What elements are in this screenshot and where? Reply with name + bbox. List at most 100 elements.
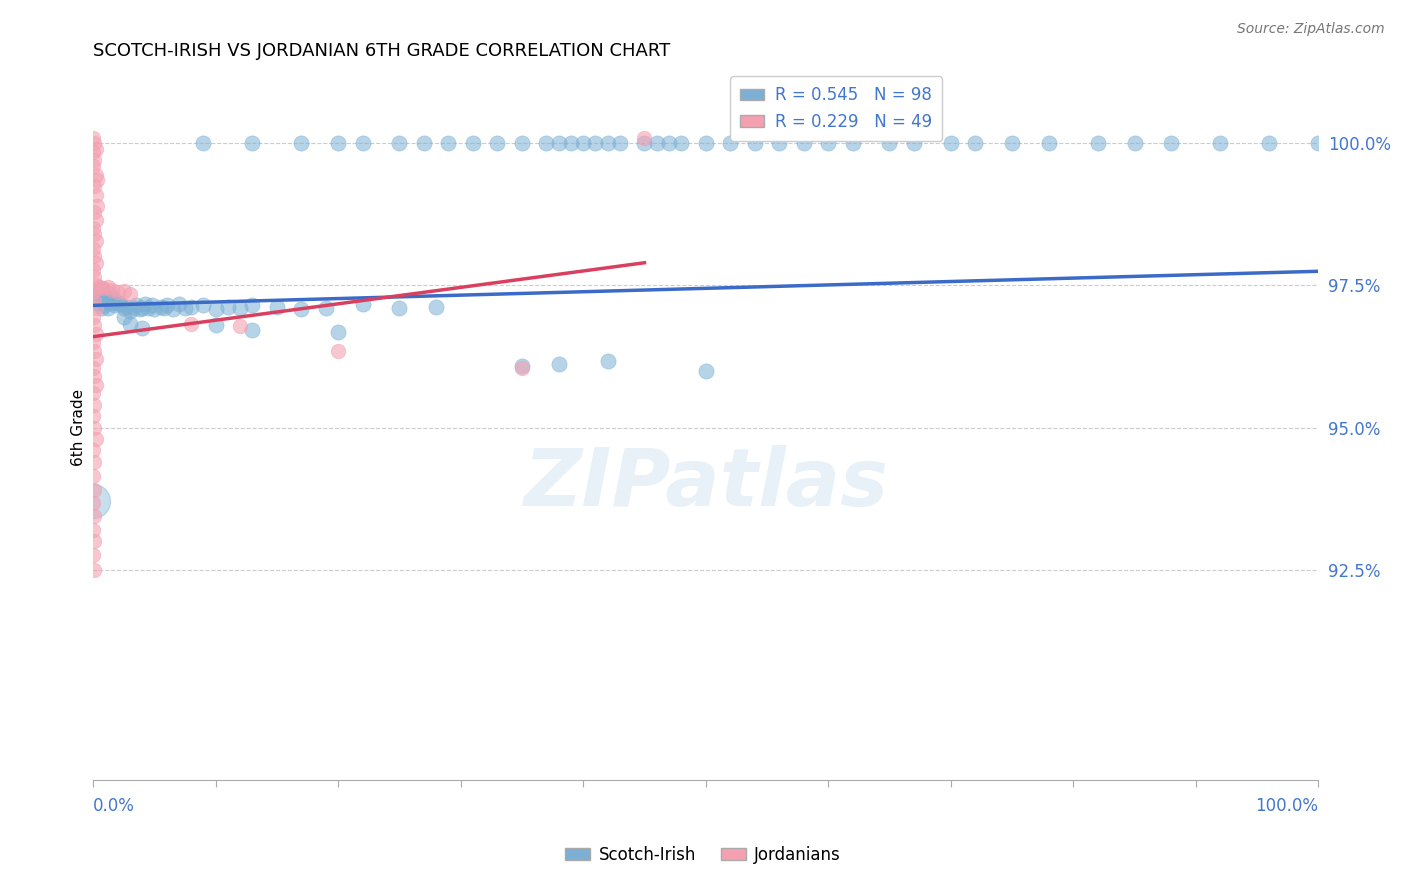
Point <box>744 136 766 151</box>
Point <box>82 130 104 145</box>
Point <box>510 136 533 151</box>
Point <box>82 443 104 458</box>
Y-axis label: 6th Grade: 6th Grade <box>72 389 86 467</box>
Point <box>86 199 108 213</box>
Point <box>596 353 619 368</box>
Point <box>1308 136 1330 151</box>
Point <box>82 335 104 350</box>
Point <box>1209 136 1232 151</box>
Point <box>82 494 104 508</box>
Point <box>167 296 190 310</box>
Point <box>83 249 105 263</box>
Point <box>290 302 312 317</box>
Point <box>112 301 135 316</box>
Point <box>204 302 226 317</box>
Text: SCOTCH-IRISH VS JORDANIAN 6TH GRADE CORRELATION CHART: SCOTCH-IRISH VS JORDANIAN 6TH GRADE CORR… <box>93 42 671 60</box>
Point <box>315 301 337 316</box>
Point <box>108 296 131 310</box>
Point <box>82 293 104 307</box>
Point <box>437 136 460 151</box>
Point <box>125 298 148 312</box>
Point <box>180 317 202 331</box>
Point <box>658 136 681 151</box>
Point <box>82 469 104 483</box>
Point <box>84 326 107 341</box>
Point <box>94 290 117 304</box>
Point <box>93 298 115 312</box>
Point <box>83 420 105 434</box>
Point <box>695 136 717 151</box>
Point <box>100 295 122 310</box>
Point <box>83 227 105 242</box>
Point <box>793 136 815 151</box>
Point <box>82 360 104 375</box>
Point <box>242 323 264 337</box>
Point <box>84 234 107 248</box>
Point <box>82 242 104 256</box>
Point <box>328 136 350 151</box>
Point <box>768 136 790 151</box>
Point <box>1258 136 1281 151</box>
Point <box>84 187 107 202</box>
Point <box>128 302 150 317</box>
Point <box>939 136 962 151</box>
Point <box>425 300 447 314</box>
Point <box>486 136 509 151</box>
Point <box>217 300 239 314</box>
Point <box>100 283 122 297</box>
Point <box>153 301 176 316</box>
Point <box>82 285 104 300</box>
Point <box>328 343 350 358</box>
Point <box>89 279 111 293</box>
Point <box>84 168 107 182</box>
Point <box>461 136 484 151</box>
Point <box>84 432 107 446</box>
Text: Source: ZipAtlas.com: Source: ZipAtlas.com <box>1237 22 1385 37</box>
Text: 100.0%: 100.0% <box>1256 797 1319 815</box>
Point <box>118 304 141 318</box>
Point <box>97 279 120 293</box>
Point <box>609 136 631 151</box>
Point <box>83 136 105 151</box>
Point <box>98 287 121 301</box>
Point <box>1160 136 1182 151</box>
Point <box>83 318 105 333</box>
Point <box>547 136 569 151</box>
Point <box>879 136 901 151</box>
Point <box>84 352 107 367</box>
Point <box>633 130 655 145</box>
Point <box>118 317 141 331</box>
Point <box>536 136 558 151</box>
Point <box>266 300 288 314</box>
Point <box>83 563 105 577</box>
Point <box>965 136 987 151</box>
Point <box>174 301 197 316</box>
Text: 0.0%: 0.0% <box>93 797 135 815</box>
Point <box>97 301 120 316</box>
Legend: Scotch-Irish, Jordanians: Scotch-Irish, Jordanians <box>558 839 848 871</box>
Text: ZIPatlas: ZIPatlas <box>523 445 889 523</box>
Point <box>84 213 107 227</box>
Point <box>82 310 104 324</box>
Point <box>510 359 533 374</box>
Point <box>82 220 104 235</box>
Point <box>83 508 105 523</box>
Point <box>84 301 107 316</box>
Point <box>131 321 153 335</box>
Point <box>91 295 114 310</box>
Point <box>84 295 107 310</box>
Point <box>83 369 105 384</box>
Point <box>83 293 105 307</box>
Point <box>122 301 145 316</box>
Point <box>180 300 202 314</box>
Point <box>107 295 129 310</box>
Point <box>842 136 865 151</box>
Point <box>90 301 112 316</box>
Point <box>903 136 925 151</box>
Point <box>193 136 215 151</box>
Point <box>352 296 374 310</box>
Point <box>84 278 107 293</box>
Point <box>82 495 104 509</box>
Point <box>352 136 374 151</box>
Point <box>82 262 104 277</box>
